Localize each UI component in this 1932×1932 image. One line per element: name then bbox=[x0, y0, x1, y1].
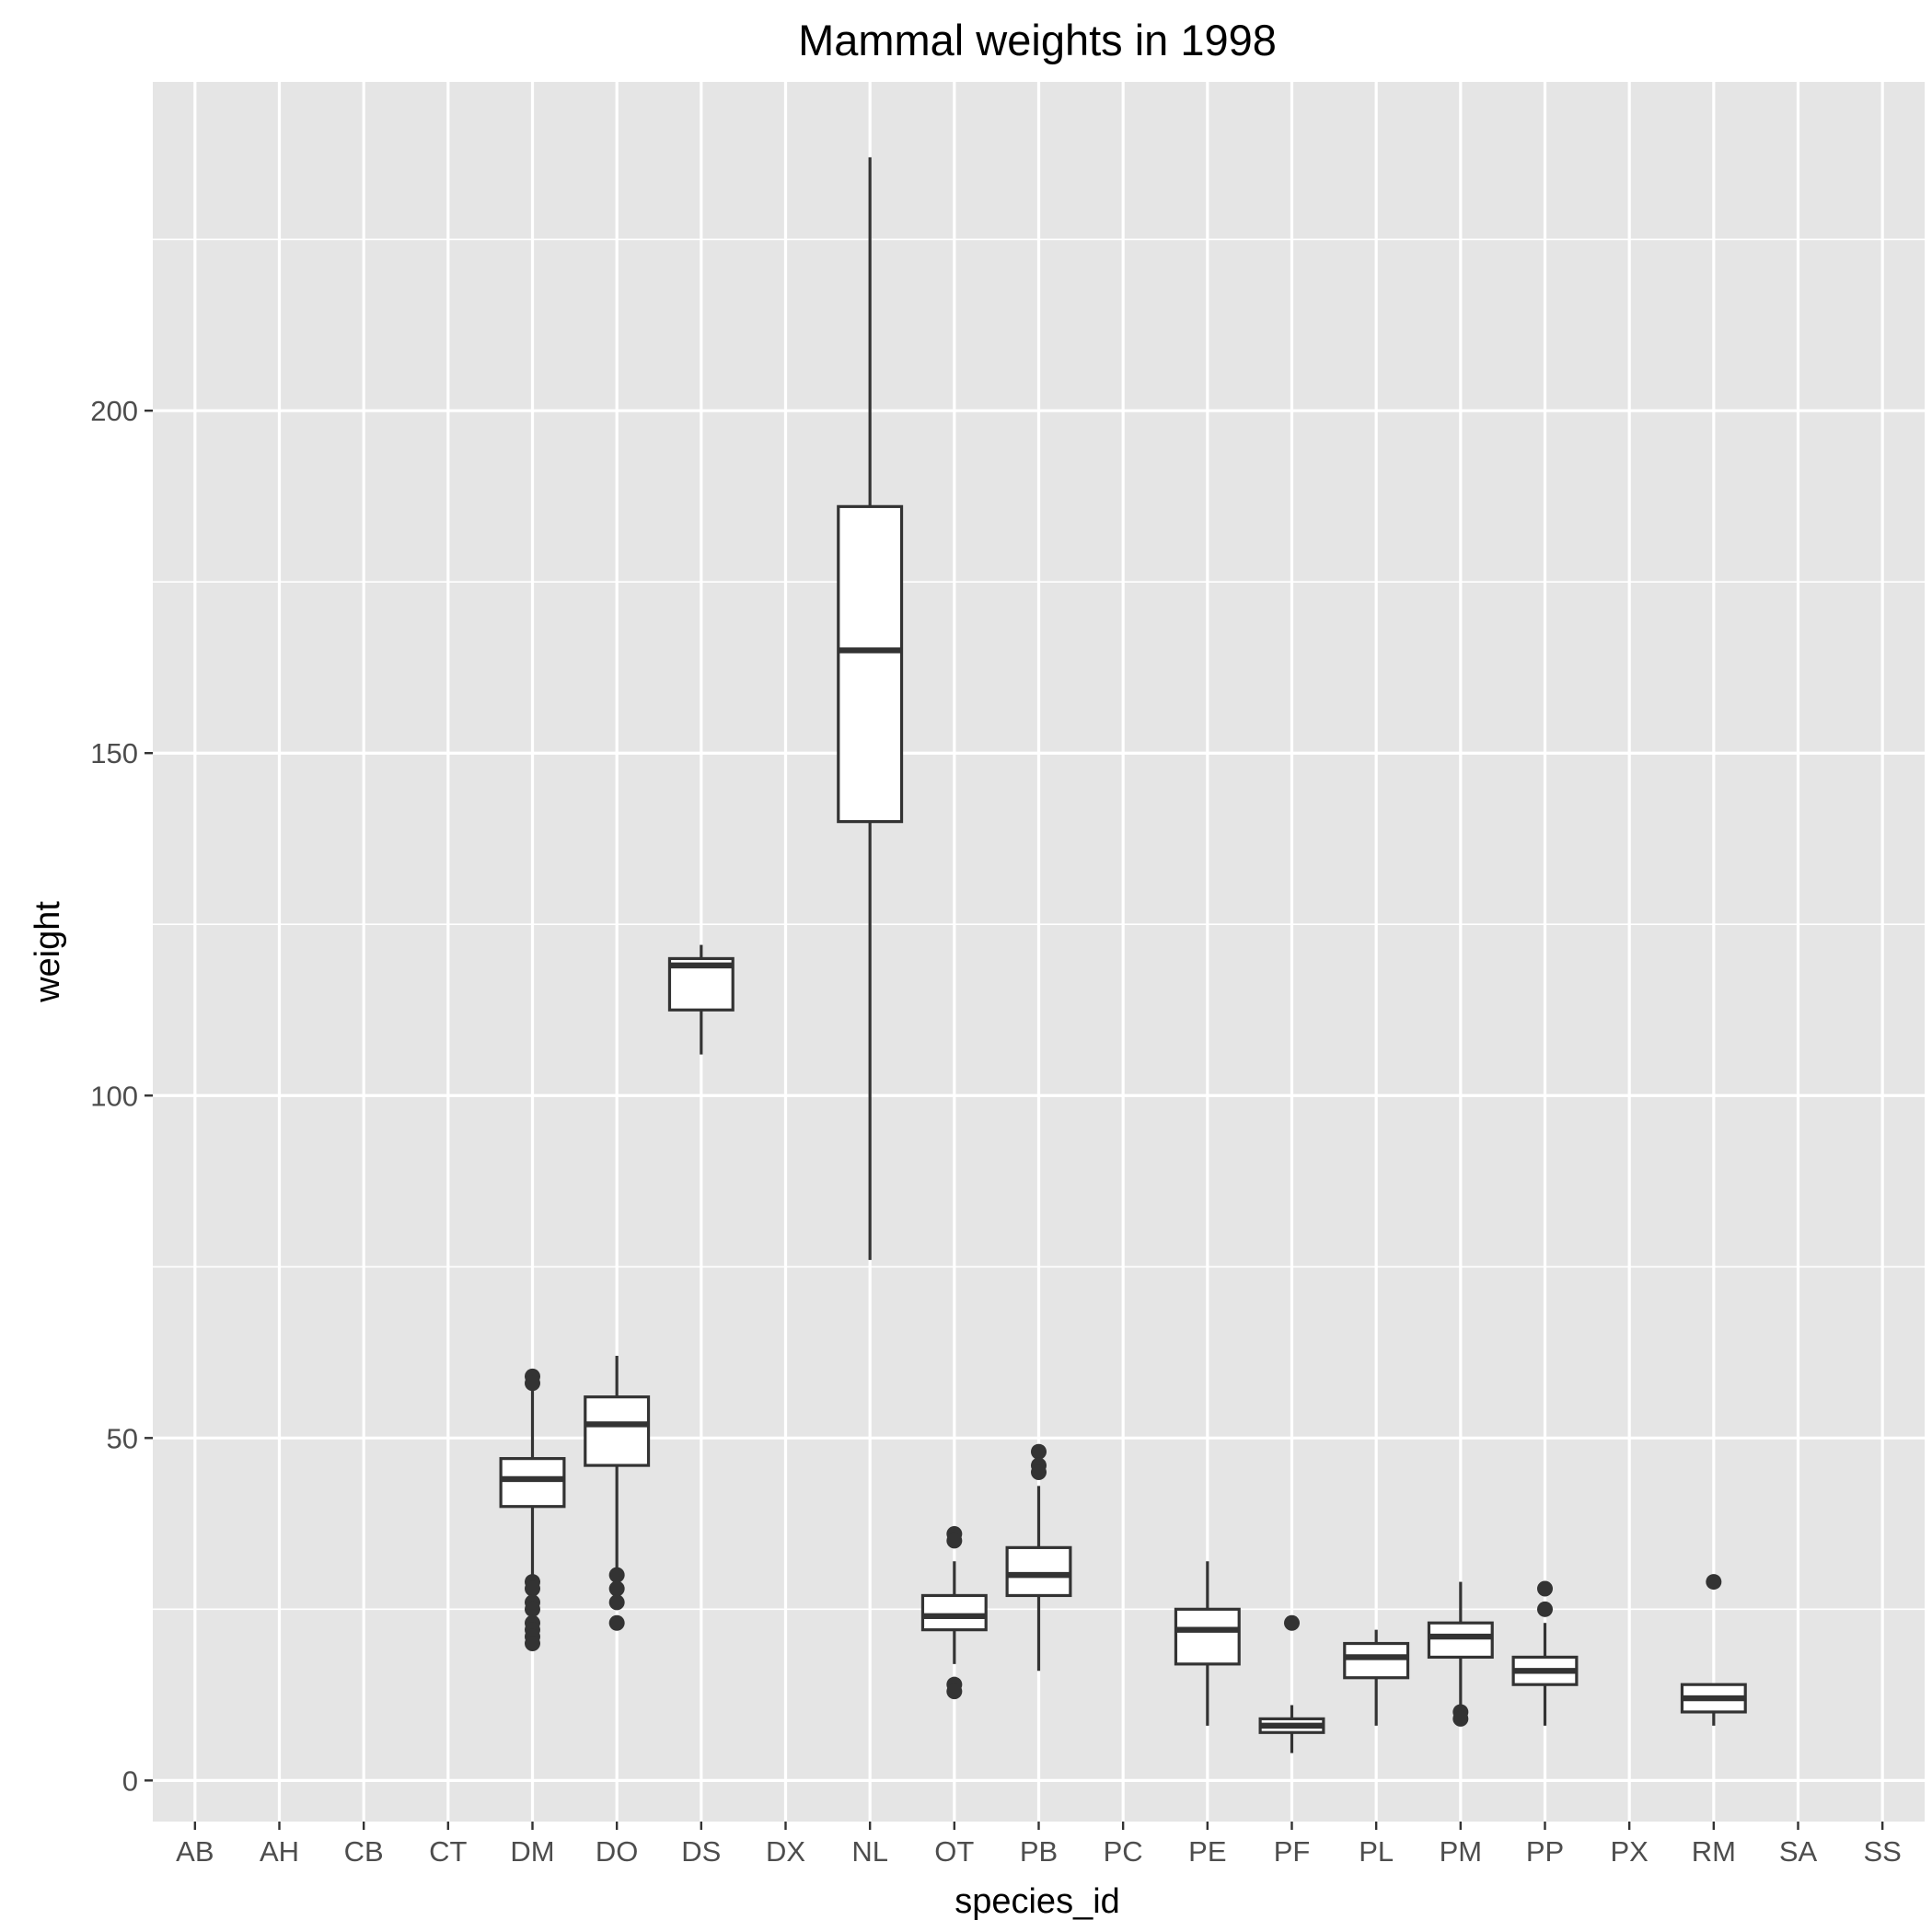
box-iqr bbox=[1343, 1641, 1410, 1680]
outlier-point bbox=[608, 1594, 625, 1611]
box-pf bbox=[1258, 1614, 1325, 1753]
x-tick-label: PX bbox=[1610, 1835, 1649, 1868]
outlier-point bbox=[1537, 1601, 1553, 1617]
box-rm bbox=[1680, 1574, 1747, 1726]
box-iqr bbox=[837, 504, 904, 824]
outlier-point bbox=[1537, 1580, 1553, 1597]
x-tick-label: NL bbox=[851, 1835, 888, 1868]
box-ot bbox=[920, 1525, 988, 1700]
outlier-point bbox=[1031, 1464, 1047, 1481]
box-do bbox=[584, 1356, 651, 1631]
y-tick-label: 200 bbox=[90, 395, 138, 427]
x-tick-label: CB bbox=[344, 1835, 384, 1868]
outlier-point bbox=[608, 1614, 625, 1631]
outlier-point bbox=[1706, 1574, 1722, 1591]
y-axis-title: weight bbox=[29, 901, 67, 1003]
box-iqr bbox=[1427, 1621, 1494, 1660]
x-tick-label: SA bbox=[1779, 1835, 1818, 1868]
outlier-point bbox=[946, 1533, 963, 1549]
box-pm bbox=[1427, 1581, 1494, 1727]
y-tick-label: 100 bbox=[90, 1080, 138, 1112]
x-tick-label: PM bbox=[1440, 1835, 1483, 1868]
outlier-point bbox=[946, 1683, 963, 1700]
x-tick-label: DX bbox=[766, 1835, 805, 1868]
box-iqr bbox=[1005, 1545, 1072, 1598]
x-tick-label: PC bbox=[1104, 1835, 1143, 1868]
x-tick-label: PL bbox=[1359, 1835, 1394, 1868]
outlier-point bbox=[608, 1567, 625, 1583]
chart-title: Mammal weights in 1998 bbox=[798, 16, 1277, 64]
outlier-point bbox=[1284, 1614, 1300, 1631]
outlier-point bbox=[525, 1601, 540, 1617]
box-pl bbox=[1343, 1629, 1410, 1726]
y-tick-label: 50 bbox=[107, 1422, 138, 1454]
x-tick-label: AH bbox=[260, 1835, 299, 1868]
box-iqr bbox=[1174, 1607, 1241, 1666]
x-tick-label: CT bbox=[429, 1835, 467, 1868]
box-pb bbox=[1005, 1443, 1072, 1672]
x-tick-label: RM bbox=[1692, 1835, 1736, 1868]
y-tick-label: 150 bbox=[90, 737, 138, 769]
x-axis: AB AH CB CT DM DO DS DX NL OT PB PC PE PF PL PM PP PX RM SA… bbox=[176, 1822, 1902, 1868]
box-ds bbox=[667, 944, 735, 1055]
x-tick-label: AB bbox=[176, 1835, 214, 1868]
x-tick-label: PP bbox=[1526, 1835, 1564, 1868]
x-tick-label: SS bbox=[1863, 1835, 1901, 1868]
x-tick-label: OT bbox=[934, 1835, 974, 1868]
box-pp bbox=[1511, 1580, 1579, 1726]
x-tick-label: PF bbox=[1274, 1835, 1311, 1868]
y-axis: 0 50 100 150 200 bbox=[90, 395, 153, 1797]
box-iqr bbox=[920, 1593, 988, 1632]
outlier-point bbox=[1452, 1710, 1469, 1727]
outlier-point bbox=[525, 1636, 540, 1652]
box-layer bbox=[499, 156, 1747, 1753]
y-tick-label: 0 bbox=[122, 1764, 138, 1797]
x-tick-label: PB bbox=[1020, 1835, 1058, 1868]
box-iqr bbox=[584, 1395, 651, 1467]
box-iqr bbox=[499, 1457, 566, 1509]
box-dm bbox=[499, 1368, 566, 1652]
outlier-point bbox=[525, 1375, 540, 1392]
x-axis-title: species_id bbox=[954, 1882, 1120, 1921]
x-tick-label: DO bbox=[596, 1835, 639, 1868]
outlier-point bbox=[608, 1580, 625, 1597]
box-pe bbox=[1174, 1561, 1241, 1726]
x-tick-label: PE bbox=[1188, 1835, 1226, 1868]
outlier-point bbox=[525, 1580, 540, 1597]
box-nl bbox=[837, 156, 904, 1260]
x-tick-label: DM bbox=[510, 1835, 554, 1868]
outlier-point bbox=[1031, 1443, 1047, 1460]
x-tick-label: DS bbox=[681, 1835, 721, 1868]
